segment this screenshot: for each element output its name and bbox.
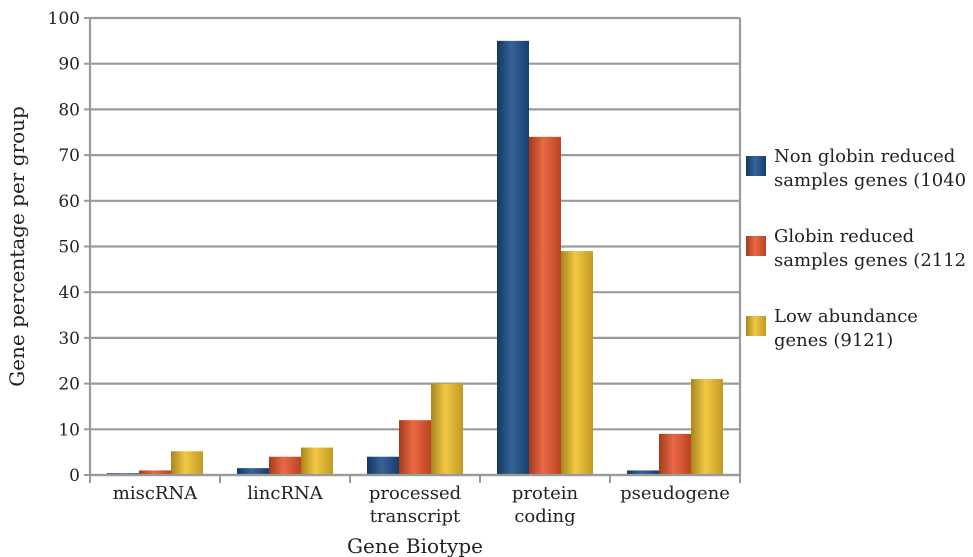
gridlines (90, 16, 740, 477)
bar (561, 251, 593, 475)
y-tick-label: 60 (58, 192, 80, 212)
legend: Non globin reduced samples genes (1040 Glo… (746, 146, 966, 351)
bar (431, 383, 463, 475)
bar (399, 420, 431, 475)
bar (691, 379, 723, 475)
legend-label: Globin reduced samples genes (2112 (774, 226, 966, 271)
y-tick-label: 40 (58, 283, 80, 303)
legend-swatch (746, 316, 766, 336)
bar (529, 136, 561, 475)
y-tick-label: 30 (58, 329, 80, 349)
y-tick-label: 50 (58, 238, 80, 258)
x-axis-title: Gene Biotype (347, 534, 483, 557)
legend-label: Non globin reduced samples genes (1040 (774, 146, 966, 191)
bar (237, 468, 269, 475)
bar (367, 456, 399, 475)
x-category-label: protein coding (512, 483, 579, 527)
y-tick-label: 70 (58, 146, 80, 166)
y-axis-title: Gene percentage per group (5, 106, 29, 387)
axes: 0 10 20 30 40 50 60 70 80 90 100 miscRNA lincRNA proc… (48, 9, 742, 527)
y-tick-label: 100 (48, 9, 80, 29)
bar (171, 451, 203, 475)
bar (301, 447, 333, 475)
bar (659, 433, 691, 475)
x-category-label: pseudogene (620, 483, 730, 504)
y-tick-label: 90 (58, 55, 80, 75)
x-category-label: miscRNA (113, 483, 198, 504)
x-category-label: lincRNA (247, 483, 323, 504)
bar (269, 456, 301, 475)
y-tick-label: 80 (58, 100, 80, 120)
y-tick-label: 20 (58, 375, 80, 395)
legend-swatch (746, 236, 766, 256)
bar (497, 40, 529, 475)
bars (107, 40, 723, 475)
bar (139, 470, 171, 475)
legend-swatch (746, 156, 766, 176)
y-tick-label: 10 (58, 420, 80, 440)
legend-label: Low abundance genes (9121) (774, 306, 918, 351)
y-tick-label: 0 (69, 466, 80, 486)
x-category-label: processed transcript (369, 483, 461, 527)
bar (627, 470, 659, 475)
